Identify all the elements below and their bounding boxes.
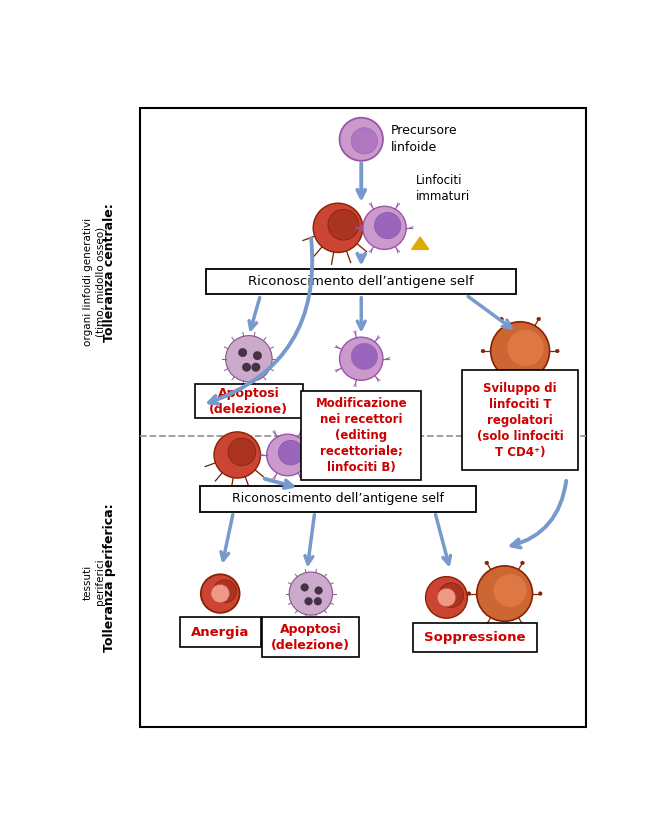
Circle shape	[426, 576, 467, 619]
Circle shape	[351, 343, 378, 370]
Circle shape	[201, 574, 240, 613]
Circle shape	[214, 432, 261, 478]
Text: tessuti
periferici: tessuti periferici	[83, 559, 105, 605]
Circle shape	[538, 591, 542, 595]
Circle shape	[520, 561, 524, 565]
FancyBboxPatch shape	[462, 370, 578, 471]
FancyBboxPatch shape	[301, 391, 421, 480]
Text: Riconoscimento dell’antigene self: Riconoscimento dell’antigene self	[249, 275, 474, 289]
Circle shape	[328, 209, 359, 240]
Polygon shape	[412, 237, 428, 250]
Circle shape	[374, 213, 401, 239]
Text: organi linfoidi generativi
(timo, midollo osseo): organi linfoidi generativi (timo, midoll…	[83, 218, 105, 346]
Text: Linfociti
maturi: Linfociti maturi	[316, 404, 363, 433]
Text: Soppressione: Soppressione	[424, 631, 526, 644]
Circle shape	[226, 336, 272, 382]
FancyBboxPatch shape	[195, 384, 303, 418]
Circle shape	[537, 317, 541, 321]
Circle shape	[305, 597, 313, 605]
Circle shape	[499, 317, 503, 321]
FancyBboxPatch shape	[140, 108, 586, 727]
Circle shape	[301, 584, 309, 591]
Text: Anergia: Anergia	[191, 625, 249, 638]
Circle shape	[555, 349, 559, 353]
Text: Modificazione
nei recettori
(editing
recettoriale;
linfociti B): Modificazione nei recettori (editing rec…	[315, 397, 407, 474]
Polygon shape	[313, 463, 329, 474]
Circle shape	[266, 434, 309, 476]
Text: Riconoscimento dell’antigene self: Riconoscimento dell’antigene self	[232, 492, 444, 505]
Circle shape	[253, 351, 262, 360]
Circle shape	[242, 363, 251, 371]
Circle shape	[493, 574, 527, 608]
Text: Sviluppo di
linfociti T
regolatori
(solo linfociti
T CD4⁺): Sviluppo di linfociti T regolatori (solo…	[477, 382, 563, 459]
Text: Tolleranza periferica:: Tolleranza periferica:	[103, 504, 116, 653]
Text: Apoptosi
(delezione): Apoptosi (delezione)	[209, 386, 288, 416]
FancyBboxPatch shape	[263, 618, 359, 657]
Text: Apoptosi
(delezione): Apoptosi (delezione)	[271, 623, 350, 652]
FancyBboxPatch shape	[413, 623, 537, 653]
Circle shape	[351, 127, 378, 154]
FancyBboxPatch shape	[180, 618, 261, 647]
Circle shape	[313, 203, 363, 252]
Circle shape	[314, 597, 322, 605]
Circle shape	[485, 561, 489, 565]
FancyBboxPatch shape	[201, 486, 476, 512]
Circle shape	[499, 381, 503, 385]
Circle shape	[340, 337, 383, 380]
Circle shape	[520, 623, 524, 626]
Circle shape	[213, 580, 236, 603]
Circle shape	[228, 438, 256, 466]
Circle shape	[481, 349, 485, 353]
Circle shape	[238, 348, 247, 356]
Text: Linfociti
immaturi: Linfociti immaturi	[415, 174, 470, 203]
Circle shape	[485, 623, 489, 626]
Circle shape	[363, 206, 406, 250]
Circle shape	[537, 381, 541, 385]
Circle shape	[340, 117, 383, 160]
Circle shape	[211, 585, 230, 603]
Circle shape	[507, 329, 544, 366]
Circle shape	[477, 566, 532, 621]
Circle shape	[251, 363, 260, 371]
FancyBboxPatch shape	[206, 269, 517, 294]
Circle shape	[278, 440, 303, 465]
Circle shape	[437, 588, 456, 607]
Circle shape	[491, 322, 549, 380]
Circle shape	[289, 572, 332, 615]
Circle shape	[467, 591, 471, 595]
Circle shape	[439, 583, 463, 608]
Circle shape	[315, 586, 322, 595]
Text: Tolleranza centrale:: Tolleranza centrale:	[103, 203, 116, 342]
Text: Precursore
linfoide: Precursore linfoide	[391, 124, 457, 155]
